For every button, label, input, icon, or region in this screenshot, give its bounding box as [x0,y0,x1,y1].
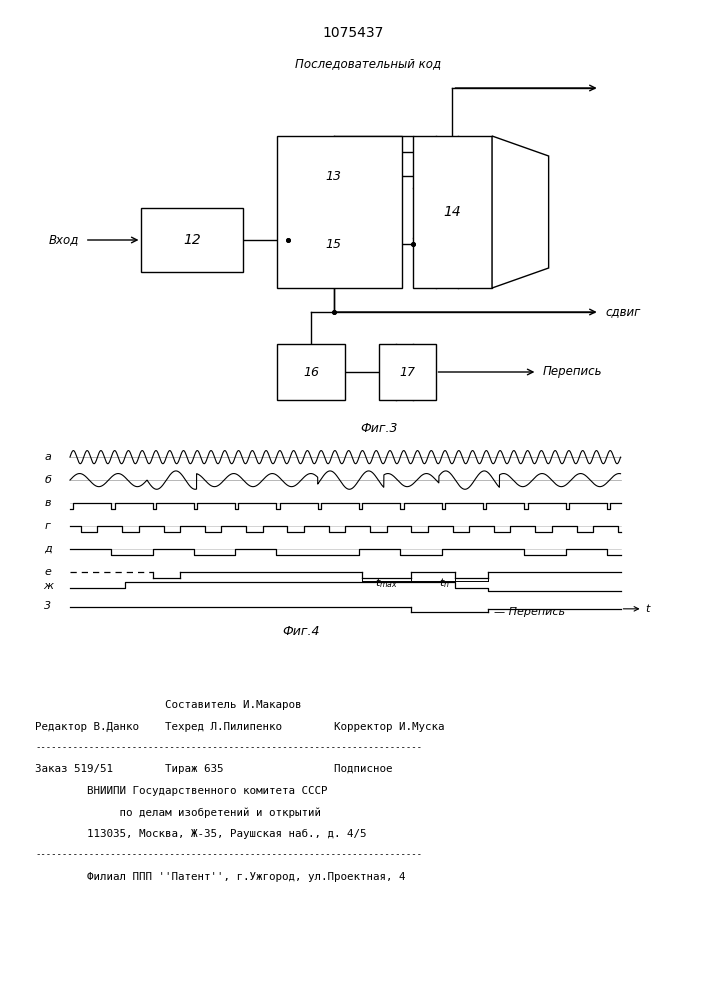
Text: 12: 12 [183,233,201,247]
Text: Вход: Вход [49,233,79,246]
Text: Фиг.3: Фиг.3 [360,422,398,434]
Text: Заказ 519/51        Тираж 635                 Подписное: Заказ 519/51 Тираж 635 Подписное [35,764,393,774]
Text: в: в [45,498,51,508]
Text: $t_n$: $t_n$ [439,576,450,590]
Text: 113035, Москва, Ж-35, Раушская наб., д. 4/5: 113035, Москва, Ж-35, Раушская наб., д. … [35,829,367,839]
Bar [277,344,345,400]
Text: $t_{max}$: $t_{max}$ [375,576,398,590]
Polygon shape [492,136,549,288]
Text: t: t [645,604,650,614]
Bar [277,136,402,288]
Text: Составитель И.Макаров: Составитель И.Макаров [35,700,302,710]
Bar [379,344,436,400]
Text: 1075437: 1075437 [323,26,384,40]
Text: Филиал ППП ''Патент'', г.Ужгород, ул.Проектная, 4: Филиал ППП ''Патент'', г.Ужгород, ул.Про… [35,872,406,882]
Text: б: б [45,475,52,485]
Text: г: г [45,521,51,531]
Text: ж: ж [43,581,53,591]
Text: 17: 17 [399,365,415,378]
Bar [141,208,243,272]
Text: 14: 14 [443,205,462,219]
Text: 3: 3 [45,601,52,611]
Text: е: е [45,567,52,577]
Text: д: д [44,544,52,554]
Bar [300,152,368,200]
Text: Редактор В.Данко    Техред Л.Пилипенко        Корректор И.Муска: Редактор В.Данко Техред Л.Пилипенко Корр… [35,722,445,732]
Text: 13: 13 [326,169,341,182]
Bar [413,136,492,288]
Text: по делам изобретений и открытий: по делам изобретений и открытий [35,808,322,818]
Text: а: а [45,452,52,462]
Text: Фиг.4: Фиг.4 [282,625,320,638]
Text: — Перепись: — Перепись [494,607,565,617]
Text: Перепись: Перепись [543,365,602,378]
Text: 15: 15 [326,237,341,250]
Text: ------------------------------------------------------------------------: ----------------------------------------… [35,743,422,752]
Text: ------------------------------------------------------------------------: ----------------------------------------… [35,850,422,859]
Text: 16: 16 [303,365,319,378]
Bar [300,216,368,272]
Text: Последовательный код: Последовательный код [295,57,440,70]
Text: ВНИИПИ Государственного комитета СССР: ВНИИПИ Государственного комитета СССР [35,786,328,796]
Text: сдвиг: сдвиг [605,306,641,318]
